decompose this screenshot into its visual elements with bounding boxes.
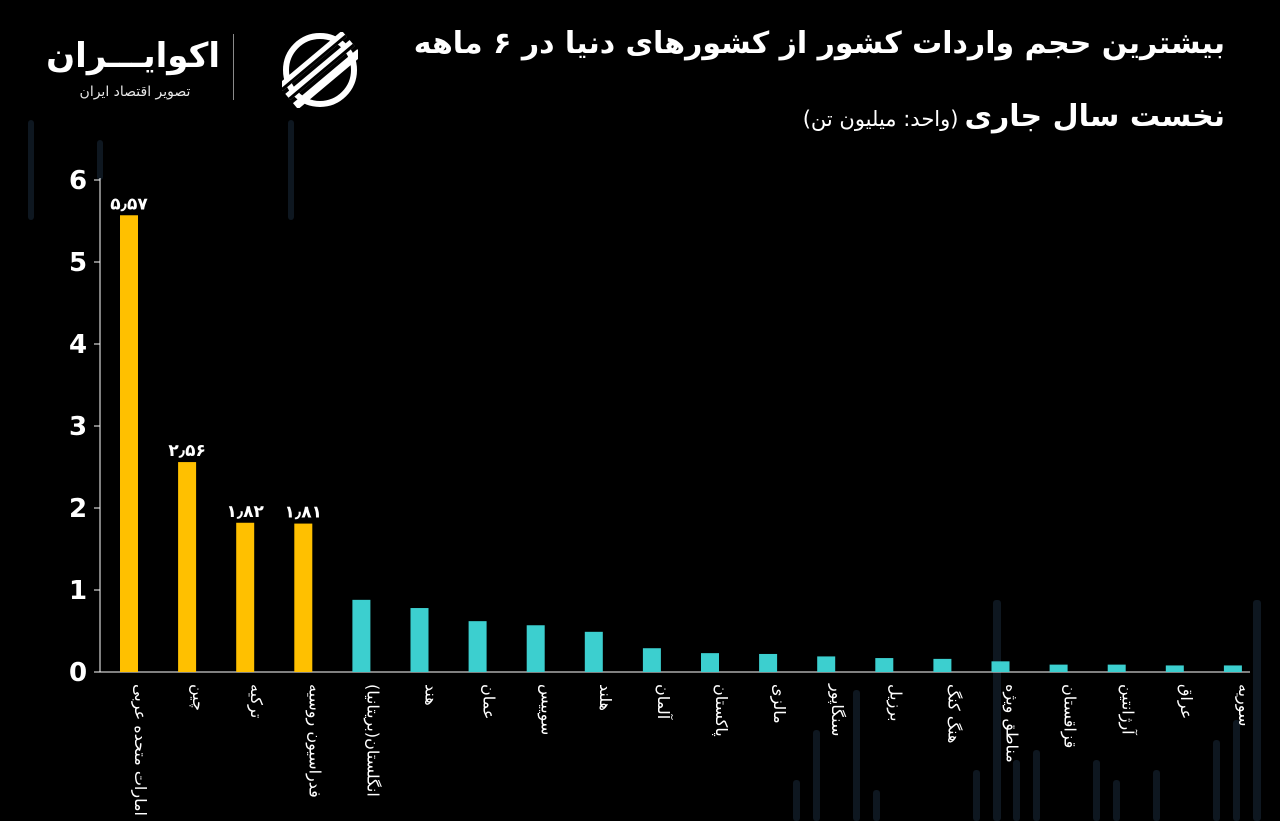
chart-subtitle: نخست سال جاری <box>964 99 1225 134</box>
brand-tagline: تصویر اقتصاد ایران <box>79 84 191 100</box>
data-label: ۵٫۵۷ <box>110 194 148 214</box>
decor-bar <box>97 140 103 180</box>
x-tick-label: قزاقستان <box>1060 684 1080 748</box>
decor-bar <box>1233 720 1240 821</box>
bar-14 <box>875 658 894 672</box>
x-tick-label: سوریه <box>1234 684 1254 726</box>
x-tick-label: مالزی <box>769 684 789 724</box>
decor-bar <box>1093 760 1100 821</box>
x-tick-label: ترکیه <box>246 684 266 718</box>
decor-bar <box>793 780 800 821</box>
y-tick-label: 4 <box>69 330 87 360</box>
bar-18 <box>1107 664 1126 672</box>
bar-15 <box>933 658 952 672</box>
y-tick-label: 2 <box>69 494 87 524</box>
decor-bar <box>1033 750 1040 821</box>
data-label: ۲٫۵۶ <box>168 441 205 461</box>
y-tick-label: 3 <box>69 412 87 442</box>
x-tick-label: سنگاپور <box>827 683 847 736</box>
x-tick-label: پاکستان <box>711 684 731 737</box>
x-tick-label: امارات متحده عربی <box>130 684 150 816</box>
decor-bar <box>853 690 860 821</box>
x-tick-label: هنگ کنگ <box>944 684 963 743</box>
decor-bar <box>1253 600 1261 821</box>
decor-bar <box>288 120 294 220</box>
bar-3 <box>236 522 255 672</box>
chart-header: بیشترین حجم واردات کشور از کشورهای دنیا … <box>0 0 1280 150</box>
x-tick-label: انگلستان(بریتانیا) <box>362 684 382 797</box>
bar-19 <box>1165 665 1184 672</box>
bar-20 <box>1223 665 1242 672</box>
y-tick-label: 1 <box>69 576 87 606</box>
unit-label: (واحد: میلیون تن) <box>802 107 959 131</box>
bar-17 <box>1049 664 1068 672</box>
bar-7 <box>468 621 487 672</box>
bar-1 <box>120 215 138 672</box>
x-tick-label: فدراسیون روسیه <box>304 684 324 798</box>
bar-10 <box>642 648 661 672</box>
bar-9 <box>584 631 603 672</box>
bar-13 <box>817 656 836 672</box>
x-tick-label: مناطق ویژه <box>1002 684 1022 763</box>
decor-bar <box>1213 740 1220 821</box>
decor-bar <box>1013 760 1020 821</box>
decor-bar <box>993 600 1001 821</box>
bar-5 <box>352 599 371 672</box>
bar-11 <box>701 653 719 672</box>
bar-2 <box>178 462 197 672</box>
x-tick-label: عراق <box>1176 684 1196 719</box>
x-tick-label: سوییس <box>537 684 557 735</box>
x-tick-label: آرژانتین <box>1118 684 1138 736</box>
brand-logo: اکوایـــران تصویر اقتصاد ایران <box>46 30 358 110</box>
x-tick-label: چین <box>188 684 208 711</box>
bar-6 <box>410 608 429 672</box>
ekoiran-stripes-icon <box>282 32 358 108</box>
logo-divider <box>233 34 234 100</box>
x-tick-label: هند <box>422 684 441 706</box>
data-label: ۱٫۸۲ <box>226 502 264 522</box>
bar-8 <box>526 625 545 672</box>
y-tick-label: 5 <box>69 248 87 278</box>
decor-bar <box>1113 780 1120 821</box>
decor-bar <box>973 770 980 821</box>
chart-subtitle-line: نخست سال جاری(واحد: میلیون تن) <box>803 95 1225 141</box>
x-tick-label: هلند <box>596 684 615 711</box>
brand-name: اکوایـــران <box>46 36 220 76</box>
decor-bar <box>873 790 880 821</box>
y-tick-label: 0 <box>69 658 87 688</box>
bar-12 <box>759 653 778 672</box>
data-label: ۱٫۸۱ <box>285 503 322 523</box>
bar-16 <box>991 661 1010 672</box>
decor-bar <box>1153 770 1160 821</box>
decor-bar <box>813 730 820 821</box>
bar-4 <box>294 523 313 672</box>
x-tick-label: عمان <box>480 684 499 719</box>
chart-title: بیشترین حجم واردات کشور از کشورهای دنیا … <box>413 26 1225 61</box>
y-tick-label: 6 <box>69 166 87 196</box>
x-tick-label: برزیل <box>885 684 905 722</box>
x-tick-label: آلمان <box>654 684 673 721</box>
decor-bar <box>28 120 34 220</box>
